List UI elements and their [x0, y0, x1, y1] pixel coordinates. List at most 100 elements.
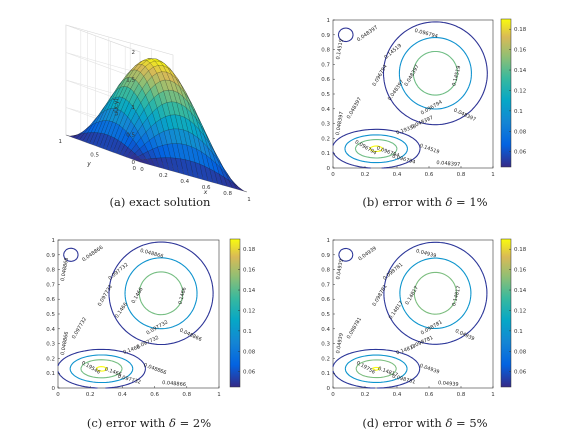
y-tick-label: 0.8: [321, 268, 330, 274]
contour-lines: [332, 241, 488, 389]
x-tick-label: 0.2: [361, 392, 370, 398]
colorbar-tick-label: 0.1: [514, 329, 523, 335]
x-tick-label: 0: [331, 392, 335, 398]
y-tick-label: 0.1: [321, 371, 330, 377]
x-tick-label: 0.4: [393, 172, 402, 178]
x-tick-label: 0.6: [425, 172, 434, 178]
y-axis-label: y: [86, 161, 91, 168]
x-tick-label: 1: [247, 197, 251, 203]
contour-lines: [57, 241, 214, 389]
x-tick-label: 0.2: [86, 392, 95, 398]
x-tick-label: 0.6: [202, 185, 211, 191]
x-tick-label: 0.4: [393, 392, 402, 398]
colorbar-tick-label: 0.06: [514, 370, 527, 376]
x-tick-label: 0.8: [182, 392, 191, 398]
colorbar-gradient: [500, 18, 512, 168]
colorbar-tick-label: 0.16: [514, 48, 527, 54]
contour-value-label: 0.04939: [415, 248, 437, 259]
z-tick-label: 0: [132, 160, 136, 166]
y-tick-label: 0.6: [46, 297, 55, 303]
z-axis-label: u(x,y): [113, 98, 120, 116]
contour-value-label: 0.097732: [117, 374, 142, 386]
contour-value-label: 0.096794: [414, 28, 439, 40]
colorbar-tick-label: 0.12: [243, 308, 255, 314]
contour-line: [344, 37, 472, 164]
x-tick-label: 0.2: [159, 173, 168, 179]
contour-value-label: 0.14519: [451, 65, 462, 87]
contour-value-label: 0.048866: [139, 248, 164, 260]
contour-line: [57, 241, 214, 389]
y-tick-label: 1: [52, 238, 56, 244]
contour-line: [372, 366, 381, 371]
axis-ticks: 0 0.2 0.4 0.6 0.8 1 0 0.1 0.2 0.3 0.4 0.5 0.6 0.7 0.8 0…: [46, 238, 221, 398]
y-tick-label: 0.3: [321, 342, 330, 348]
contour-value-label: 0.098781: [391, 374, 416, 386]
y-tick-label: 0.7: [321, 62, 330, 68]
contour-value-label: 0.04939: [438, 380, 459, 388]
caption-b: (b) error with δ = 1%: [362, 195, 488, 209]
y-tick-label: 0.4: [321, 107, 330, 113]
surface-cell: [238, 187, 248, 193]
contour-line: [332, 241, 488, 389]
contour-line: [332, 21, 488, 169]
colorbar-tick-label: 0.16: [243, 268, 256, 274]
colorbar: 0.06 0.08 0.1 0.12 0.14 0.16 0.18: [500, 18, 527, 168]
colorbar-tick-label: 0.14: [243, 288, 256, 294]
contour-value-label: 0.14519: [335, 39, 345, 60]
y-tick-label: 0.5: [321, 312, 330, 318]
colorbar-tick-label: 0.14: [514, 288, 527, 294]
y-tick-label: 0.7: [321, 282, 330, 288]
axis-ticks: 0 0.2 0.4 0.6 0.8 1 0 0.1 0.2 0.3 0.4 0.5 0.6 0.7 0.8 0…: [321, 18, 495, 178]
contour-line: [355, 271, 458, 379]
contour-value-label: 0.1466: [104, 366, 122, 378]
y-tick-label: 0.6: [321, 297, 330, 303]
contour-lines: [332, 21, 488, 169]
x-tick-label: 1: [217, 392, 221, 398]
colorbar-tick-label: 0.1: [243, 329, 252, 335]
y-tick-label: 0.4: [46, 327, 55, 333]
colorbar-tick-label: 0.06: [514, 150, 527, 156]
contour-line: [80, 271, 184, 379]
x-tick-label: 1: [491, 392, 495, 398]
axis-ticks: 0 0.2 0.4 0.6 0.8 1 0 0.1 0.2 0.3 0.4 0.5 0.6 0.7 0.8 0…: [321, 238, 495, 398]
colorbar-tick-label: 0.08: [514, 349, 527, 355]
z-tick-label: 0.5: [126, 133, 135, 139]
contour-value-label: 0.048397: [335, 111, 345, 136]
contour-value-label: 0.048866: [162, 380, 186, 388]
contour-line: [344, 257, 472, 383]
contour-line: [354, 50, 458, 159]
y-tick-label: 0: [52, 386, 56, 392]
x-axis-label: x: [203, 189, 208, 196]
contour-line: [69, 257, 198, 384]
z-tick-label: 1.5: [126, 78, 135, 84]
colorbar-tick-label: 0.18: [243, 247, 256, 253]
y-tick-label: 0.9: [321, 253, 330, 259]
surface-mesh: [65, 58, 248, 193]
colorbar-tick-label: 0.06: [243, 370, 256, 376]
colorbar: 0.06 0.08 0.1 0.12 0.14 0.16 0.18: [229, 238, 256, 388]
y-tick-label: 0.5: [46, 312, 55, 318]
y-tick-label: 0.3: [46, 342, 55, 348]
contour-line: [369, 145, 384, 153]
y-tick-label: 0.9: [46, 253, 55, 259]
colorbar-gradient: [500, 238, 512, 388]
contour-value-label: 0.04939: [335, 259, 345, 280]
colorbar-tick-label: 0.14: [514, 68, 527, 74]
x-tick-label: 0.6: [150, 392, 159, 398]
x-tick-label: 0.8: [223, 191, 232, 197]
contour-value-label: 0.1466: [178, 287, 188, 305]
contour-value-label: 0.1466: [122, 344, 140, 356]
y-tick-label: 0.9: [321, 33, 330, 39]
colorbar-tick-label: 0.08: [243, 349, 256, 355]
z-tick-label: 1: [132, 105, 136, 111]
y-tick-label: 0: [133, 166, 137, 172]
y-tick-label: 0.7: [46, 282, 55, 288]
y-tick-label: 0.1: [46, 371, 55, 377]
y-tick-label: 0: [327, 166, 331, 172]
colorbar-tick-label: 0.16: [514, 268, 527, 274]
y-tick-label: 0.2: [321, 136, 330, 142]
x-tick-label: 0.4: [118, 392, 127, 398]
x-tick-label: 0.2: [361, 172, 370, 178]
